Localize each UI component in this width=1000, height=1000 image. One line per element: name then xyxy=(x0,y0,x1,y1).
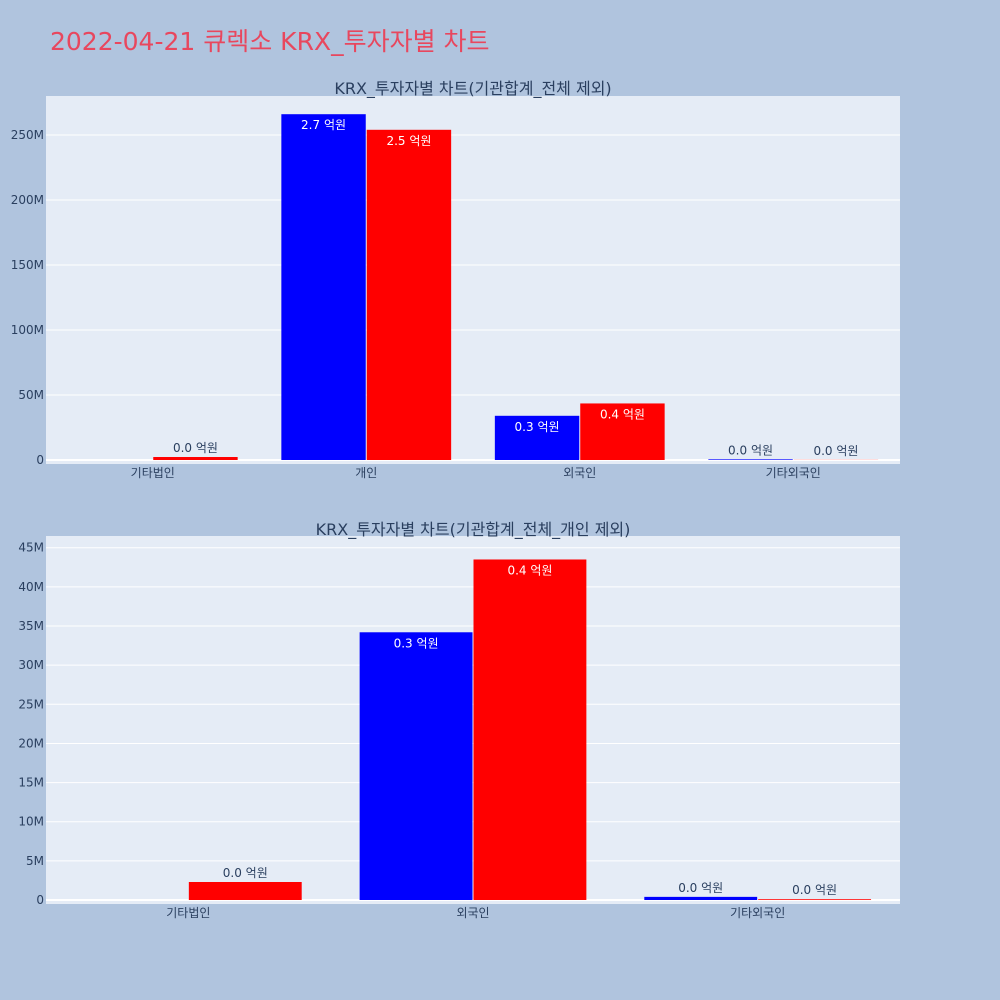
bar-data-label: 0.3 억원 xyxy=(515,420,560,434)
y-tick-label: 20M xyxy=(18,736,44,750)
y-tick-label: 50M xyxy=(18,388,44,402)
x-tick-label: 개인 xyxy=(355,466,377,480)
bar-data-label: 0.0 억원 xyxy=(728,443,773,457)
y-tick-label: 100M xyxy=(11,323,44,337)
x-tick-label: 기타외국인 xyxy=(766,466,821,480)
y-tick-label: 15M xyxy=(18,776,44,790)
x-tick-label: 외국인 xyxy=(456,906,489,920)
bar-data-label: 0.4 억원 xyxy=(600,407,645,421)
x-tick-label: 기타법인 xyxy=(131,466,175,480)
bar xyxy=(188,881,302,900)
bar xyxy=(708,459,793,460)
y-tick-label: 200M xyxy=(11,193,44,207)
bar-data-label: 0.4 억원 xyxy=(507,563,552,577)
bar xyxy=(366,129,452,461)
bar xyxy=(153,457,238,460)
bar xyxy=(281,114,366,460)
x-tick-label: 외국인 xyxy=(563,466,596,480)
bar-data-label: 0.0 억원 xyxy=(173,441,218,455)
y-tick-label: 40M xyxy=(18,580,44,594)
chart-2: 0 5M 10M 15M 20M 25M 30M 35M 40M 45M KRX_투자자별 차트(기… xyxy=(18,520,900,920)
x-tick-label: 기타외국인 xyxy=(730,906,785,920)
bar-data-label: 2.7 억원 xyxy=(301,118,346,132)
bar xyxy=(473,559,587,900)
bar-data-label: 0.0 억원 xyxy=(678,881,723,895)
y-tick-label: 0 xyxy=(36,453,44,467)
bar xyxy=(494,415,580,460)
y-tick-label: 250M xyxy=(11,128,44,142)
y-tick-label: 5M xyxy=(26,854,44,868)
bar xyxy=(758,899,872,900)
plot-area xyxy=(46,96,900,464)
bar-data-label: 2.5 억원 xyxy=(386,134,431,148)
y-tick-label: 0 xyxy=(36,893,44,907)
y-tick-label: 10M xyxy=(18,815,44,829)
plot-area xyxy=(46,536,900,904)
y-tick-label: 45M xyxy=(18,541,44,555)
bar xyxy=(359,632,473,900)
chart-title: KRX_투자자별 차트(기관합계_전체 제외) xyxy=(334,79,611,99)
page-title: 2022-04-21 큐렉소 KRX_투자자별 차트 xyxy=(50,27,490,56)
y-tick-label: 35M xyxy=(18,619,44,633)
x-tick-label: 기타법인 xyxy=(166,906,210,920)
y-tick-label: 25M xyxy=(18,697,44,711)
bar xyxy=(644,896,758,900)
chart-title: KRX_투자자별 차트(기관합계_전체_개인 제외) xyxy=(316,520,631,540)
bar-data-label: 0.0 억원 xyxy=(792,883,837,897)
chart-1: 0 50M 100M 150M 200M 250M KRX_투자자별 차트(기관합계_전체 … xyxy=(11,79,900,480)
y-tick-label: 30M xyxy=(18,658,44,672)
bar-data-label: 0.0 억원 xyxy=(813,444,858,458)
y-tick-label: 150M xyxy=(11,258,44,272)
bar-data-label: 0.3 억원 xyxy=(394,636,439,650)
bar-data-label: 0.0 억원 xyxy=(223,866,268,880)
bar xyxy=(580,403,665,460)
